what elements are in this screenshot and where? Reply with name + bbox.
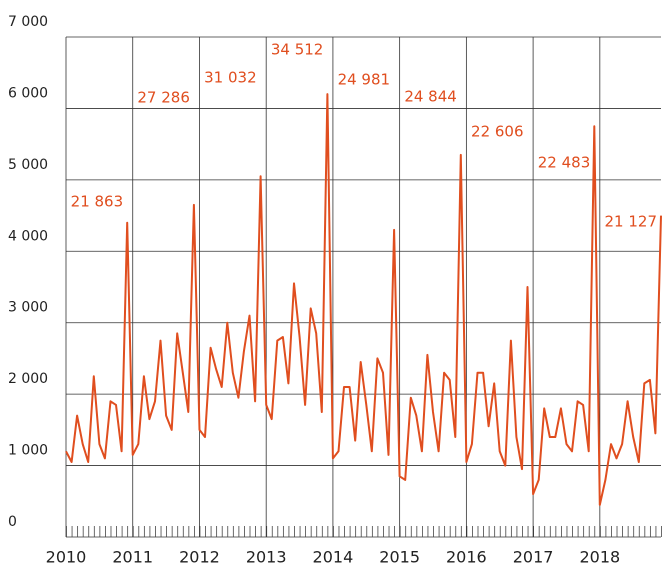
x-tick-label: 2013 <box>246 548 287 567</box>
annual-total: 24 844 <box>404 88 457 106</box>
annual-total: 24 981 <box>338 71 391 89</box>
x-tick-label: 2011 <box>112 548 153 567</box>
y-tick-label: 3 000 <box>8 300 48 316</box>
annual-total: 31 032 <box>204 69 257 87</box>
y-tick-label: 2 000 <box>8 371 48 387</box>
annual-total: 22 606 <box>471 123 524 141</box>
y-tick-label: 4 000 <box>8 228 48 244</box>
annual-total: 21 863 <box>71 193 124 211</box>
y-tick-label: 7 000 <box>8 14 48 30</box>
annual-total: 22 483 <box>538 154 591 172</box>
x-tick-label: 2017 <box>513 548 554 567</box>
y-tick-label: 1 000 <box>8 443 48 459</box>
annual-total: 27 286 <box>137 89 190 107</box>
y-tick-label: 6 000 <box>8 85 48 101</box>
x-tick-label: 2014 <box>313 548 354 567</box>
x-tick-label: 2010 <box>46 548 87 567</box>
x-tick-label: 2012 <box>179 548 220 567</box>
y-tick-label: 5 000 <box>8 157 48 173</box>
x-tick-label: 2016 <box>446 548 487 567</box>
x-tick-label: 2018 <box>579 548 620 567</box>
annual-total: 21 127 <box>605 213 658 231</box>
annual-total: 34 512 <box>271 41 324 59</box>
data-line <box>65 93 662 506</box>
y-tick-label: 0 <box>8 514 17 530</box>
x-tick-label: 2015 <box>379 548 420 567</box>
